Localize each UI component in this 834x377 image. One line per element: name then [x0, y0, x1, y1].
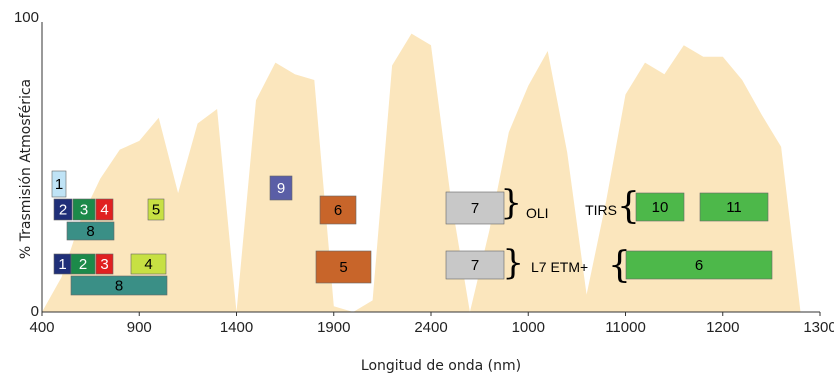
band-box-6 — [625, 250, 773, 280]
band-label-11: 11 — [726, 199, 742, 216]
band-label-1: 1 — [58, 256, 66, 273]
band-label-9: 9 — [277, 180, 285, 197]
band-label-7: 7 — [471, 257, 479, 274]
band-box-8 — [66, 221, 115, 241]
band-label-3: 3 — [80, 202, 88, 219]
band-label-3: 3 — [100, 256, 108, 273]
band-label-7: 7 — [471, 200, 479, 217]
band-box-2 — [70, 253, 96, 275]
band-box-3 — [72, 198, 96, 221]
x-tick-label: 400 — [29, 319, 54, 336]
sensor-brace: { — [617, 186, 640, 227]
x-tick-label: 2400 — [414, 319, 447, 336]
y-tick-label: 100 — [14, 9, 39, 26]
x-axis-title: Longitud de onda (nm) — [361, 358, 521, 374]
band-box-5 — [315, 250, 372, 284]
band-box-2 — [53, 198, 73, 221]
band-box-9 — [269, 175, 293, 201]
x-tick-label: 900 — [127, 319, 152, 336]
band-box-4 — [95, 198, 114, 221]
band-label-2: 2 — [79, 256, 87, 273]
sensor-group-label: TIRS — [585, 202, 617, 218]
band-box-11 — [699, 192, 769, 222]
band-box-8 — [70, 275, 168, 296]
band-label-2: 2 — [59, 202, 67, 219]
sensor-brace: { — [608, 245, 631, 286]
band-box-7 — [445, 191, 505, 225]
axes-layer — [41, 22, 821, 316]
band-label-4: 4 — [144, 256, 152, 273]
y-tick-label: 0 — [31, 303, 39, 320]
band-box-10 — [635, 192, 685, 222]
band-box-1 — [51, 170, 67, 198]
y-axis-title: % Trasmisión Atmosférica — [18, 79, 34, 259]
band-label-8: 8 — [115, 278, 123, 295]
transmission-area — [42, 33, 820, 312]
band-box-6 — [319, 195, 357, 225]
band-box-7 — [445, 250, 505, 280]
band-label-6: 6 — [695, 257, 703, 274]
band-label-5: 5 — [152, 202, 160, 219]
sensor-group-label: OLI — [526, 205, 549, 221]
x-tick-label: 1000 — [512, 319, 545, 336]
x-tick-label: 11000 — [605, 319, 646, 336]
sensor-group-label: L7 ETM+ — [531, 259, 588, 275]
band-label-5: 5 — [339, 259, 347, 276]
x-tick-label: 1300 — [803, 319, 834, 336]
band-label-4: 4 — [100, 202, 108, 219]
sensor-brace: { — [502, 243, 524, 283]
band-label-1: 1 — [55, 176, 63, 193]
x-tick-label: 1900 — [317, 319, 350, 336]
band-box-5 — [147, 198, 165, 221]
sensor-brace: { — [500, 183, 522, 223]
x-tick-label: 1200 — [706, 319, 739, 336]
band-box-4 — [130, 253, 167, 275]
band-label-10: 10 — [652, 199, 669, 216]
x-tick-label: 1400 — [220, 319, 253, 336]
transmission-area-layer — [42, 33, 820, 312]
band-label-8: 8 — [86, 223, 94, 240]
labels-layer: 400 900 1400 1900 2400 1000 11000 1200 13001000L… — [14, 9, 834, 374]
band-box-3 — [95, 253, 114, 275]
band-label-6: 6 — [334, 202, 342, 219]
